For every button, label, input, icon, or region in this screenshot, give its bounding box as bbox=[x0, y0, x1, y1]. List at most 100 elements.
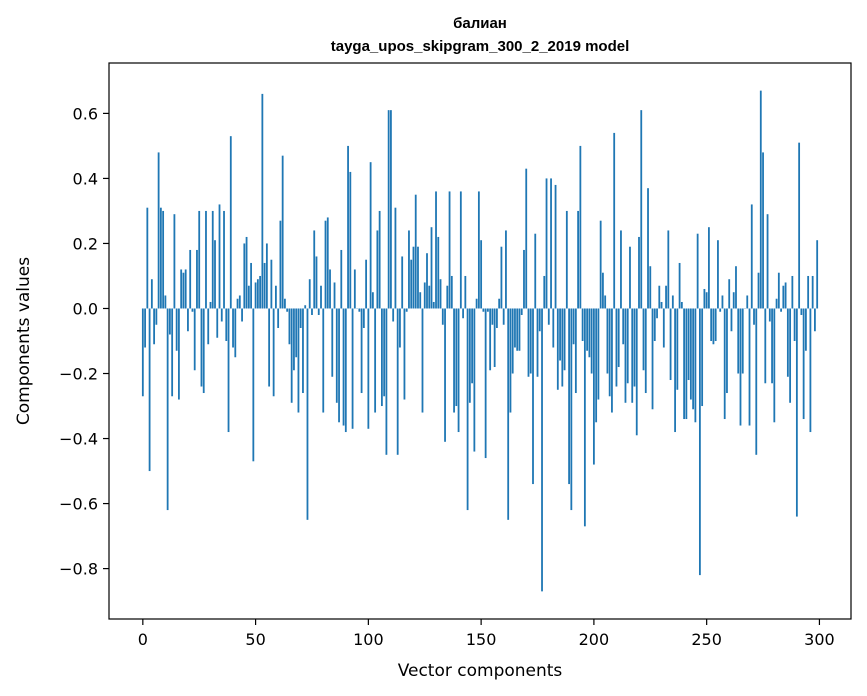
bar bbox=[786, 308, 789, 377]
bar bbox=[523, 249, 525, 309]
bar bbox=[498, 298, 501, 309]
bar bbox=[200, 308, 203, 387]
bar bbox=[342, 308, 345, 426]
bar bbox=[238, 295, 241, 309]
bar bbox=[178, 308, 180, 400]
bar bbox=[570, 308, 573, 511]
bar bbox=[477, 191, 480, 309]
bar bbox=[791, 275, 794, 309]
bar bbox=[586, 308, 589, 351]
bar bbox=[191, 308, 194, 312]
bar bbox=[408, 230, 410, 309]
bar bbox=[496, 308, 498, 328]
bar bbox=[304, 305, 307, 309]
y-tick-label: 0.0 bbox=[73, 299, 98, 318]
x-tick-label: 150 bbox=[466, 630, 497, 649]
bar bbox=[193, 308, 196, 371]
bar bbox=[349, 171, 352, 309]
bar bbox=[577, 210, 580, 309]
y-tick-label: 0.6 bbox=[73, 104, 98, 123]
bar bbox=[816, 240, 819, 309]
bar bbox=[735, 266, 737, 309]
bar bbox=[196, 249, 198, 309]
y-tick-label: 0.2 bbox=[73, 234, 98, 253]
bar bbox=[268, 308, 271, 387]
x-tick-label: 250 bbox=[691, 630, 722, 649]
bar bbox=[493, 308, 496, 368]
bar bbox=[629, 246, 631, 309]
bar bbox=[543, 275, 546, 309]
bar bbox=[795, 308, 798, 517]
bar bbox=[274, 285, 277, 309]
bar bbox=[514, 308, 516, 348]
bar bbox=[667, 230, 670, 309]
y-tick-label: −0.4 bbox=[59, 430, 98, 449]
bar bbox=[563, 308, 566, 371]
bar bbox=[775, 298, 778, 309]
bar bbox=[353, 269, 356, 309]
bar bbox=[243, 243, 246, 309]
chart-subtitle: tayga_upos_skipgram_300_2_2019 model bbox=[331, 38, 630, 55]
bar bbox=[148, 308, 151, 472]
y-tick-label: 0.4 bbox=[73, 169, 98, 188]
bar bbox=[202, 308, 205, 394]
x-tick-label: 100 bbox=[353, 630, 384, 649]
bar bbox=[583, 308, 586, 527]
x-axis: 0 50 100 150 200 250 300 bbox=[138, 619, 835, 649]
bar bbox=[714, 308, 717, 341]
bar bbox=[340, 249, 343, 309]
x-tick-label: 300 bbox=[804, 630, 835, 649]
bar bbox=[518, 308, 521, 351]
bar bbox=[360, 308, 363, 394]
bar bbox=[532, 308, 534, 485]
bar bbox=[674, 308, 676, 433]
bar bbox=[811, 275, 814, 309]
bar bbox=[561, 308, 564, 387]
bar bbox=[241, 308, 243, 322]
bar bbox=[592, 308, 595, 465]
bar bbox=[466, 308, 469, 511]
bar bbox=[511, 308, 514, 374]
bar bbox=[141, 308, 144, 397]
bar bbox=[491, 308, 494, 325]
bar bbox=[482, 308, 485, 312]
bar bbox=[489, 308, 492, 371]
bar bbox=[782, 285, 785, 309]
bar bbox=[153, 308, 156, 345]
bar bbox=[780, 308, 782, 312]
bar bbox=[814, 308, 816, 332]
bar bbox=[229, 136, 232, 309]
bar bbox=[739, 308, 742, 426]
bar bbox=[640, 110, 643, 309]
bar bbox=[218, 204, 221, 309]
bar bbox=[376, 230, 379, 309]
bar bbox=[556, 308, 559, 390]
bar bbox=[800, 308, 803, 315]
bar bbox=[475, 298, 478, 309]
bar bbox=[604, 295, 607, 309]
bar bbox=[459, 191, 462, 309]
bar bbox=[453, 308, 455, 413]
bar bbox=[302, 308, 304, 394]
bar bbox=[669, 308, 672, 381]
bar bbox=[261, 93, 264, 309]
bar bbox=[205, 210, 207, 309]
bar bbox=[595, 308, 598, 423]
bar-series bbox=[141, 90, 819, 592]
bar bbox=[369, 162, 372, 309]
y-axis-label: Components values bbox=[14, 257, 34, 425]
bar bbox=[726, 308, 728, 394]
bar bbox=[223, 210, 225, 309]
bar bbox=[187, 308, 189, 332]
bar bbox=[538, 308, 541, 332]
bar bbox=[608, 308, 611, 397]
bar bbox=[290, 308, 293, 403]
bar bbox=[746, 295, 749, 309]
bar bbox=[644, 308, 647, 394]
bar bbox=[315, 256, 318, 309]
bar bbox=[660, 301, 663, 309]
bar bbox=[211, 210, 214, 309]
bar bbox=[809, 308, 812, 433]
bar bbox=[768, 308, 771, 322]
bar bbox=[362, 308, 365, 328]
